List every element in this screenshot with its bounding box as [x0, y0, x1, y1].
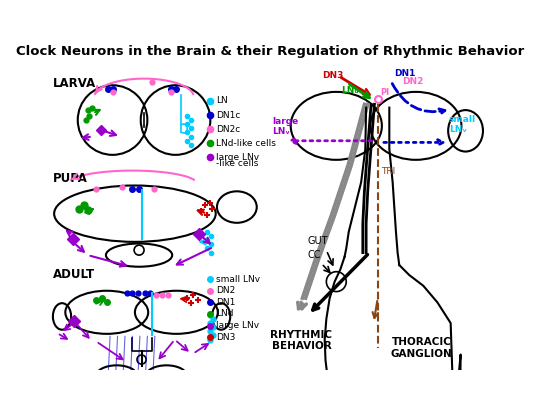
Text: DN3: DN3 [216, 333, 235, 342]
Text: DN2c: DN2c [216, 125, 240, 134]
Text: large
LNᵥ: large LNᵥ [273, 117, 299, 136]
Text: LNᵤ: LNᵤ [341, 86, 359, 95]
Text: LNd-like cells: LNd-like cells [216, 139, 276, 148]
Text: CC: CC [307, 250, 321, 260]
Text: ADULT: ADULT [53, 269, 95, 281]
Text: DN2: DN2 [216, 286, 235, 295]
Text: DN1c: DN1c [216, 111, 240, 119]
Text: DN2: DN2 [403, 77, 424, 86]
Text: DN1: DN1 [394, 69, 416, 78]
Text: Clock Neurons in the Brain & their Regulation of Rhythmic Behavior: Clock Neurons in the Brain & their Regul… [16, 45, 524, 58]
Text: TRI: TRI [381, 167, 395, 176]
Text: large LNv: large LNv [216, 153, 259, 162]
Text: THORACIC
GANGLION: THORACIC GANGLION [391, 337, 453, 359]
Text: LARVA: LARVA [53, 77, 96, 90]
Text: PI: PI [380, 88, 389, 97]
Text: DN1: DN1 [216, 298, 235, 307]
Text: small LNv: small LNv [216, 275, 260, 284]
Text: RHYTHMIC
BEHAVIOR: RHYTHMIC BEHAVIOR [271, 330, 333, 351]
Text: LN: LN [216, 96, 228, 105]
Text: GUT: GUT [307, 237, 328, 246]
Text: -like cells: -like cells [216, 160, 259, 168]
Text: DN3: DN3 [322, 71, 343, 80]
Text: small
LNᵥ: small LNᵥ [449, 115, 476, 134]
Text: PUPA: PUPA [53, 172, 88, 185]
Text: large LNv: large LNv [216, 321, 259, 330]
Text: LNd: LNd [216, 309, 234, 318]
